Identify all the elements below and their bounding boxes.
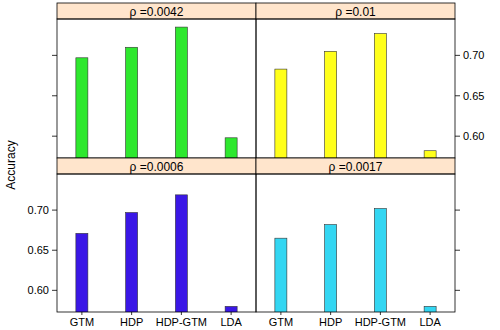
bar <box>76 233 88 312</box>
x-tick-label: HDP-GTM <box>355 316 406 328</box>
x-tick-label: GTM <box>70 316 94 328</box>
bar <box>126 213 138 312</box>
panel-frame <box>256 19 455 158</box>
y-tick-label: 0.60 <box>463 130 484 142</box>
y-tick <box>455 136 460 137</box>
y-tick-label: 0.60 <box>28 284 49 296</box>
bar <box>175 27 187 158</box>
bars <box>275 209 436 313</box>
bars <box>76 195 237 312</box>
x-tick <box>131 312 132 315</box>
x-tick-label: LDA <box>220 316 242 328</box>
panel-title: ρ =0.0042 <box>130 5 184 19</box>
bar <box>126 47 138 158</box>
y-tick <box>455 250 460 251</box>
strip <box>57 158 256 174</box>
x-tick <box>430 312 431 315</box>
bar <box>275 238 287 312</box>
x-tick <box>81 312 82 315</box>
panel-title: ρ =0.0006 <box>130 160 184 174</box>
bar <box>424 306 436 312</box>
bar <box>424 151 436 158</box>
bar <box>76 58 88 158</box>
y-tick <box>52 290 57 291</box>
y-tick <box>52 250 57 251</box>
y-tick <box>52 55 57 56</box>
bars <box>275 34 436 158</box>
y-axis-label: Accuracy <box>4 140 18 189</box>
y-tick <box>455 210 460 211</box>
strip <box>256 3 455 19</box>
bar <box>225 138 237 158</box>
x-tick-label: HDP <box>120 316 143 328</box>
y-tick <box>455 290 460 291</box>
panel-title: ρ =0.0017 <box>329 160 383 174</box>
panel-frame <box>256 174 455 312</box>
panel: ρ =0.0017 GTM HDP HDP-GTM LDA <box>256 158 460 328</box>
panel: ρ =0.0042 <box>52 3 256 160</box>
y-tick <box>455 95 460 96</box>
y-tick-label: 0.65 <box>28 244 49 256</box>
y-tick-label: 0.70 <box>463 49 484 61</box>
x-tick-label: GTM <box>269 316 293 328</box>
panel-title: ρ =0.01 <box>335 5 376 19</box>
bar <box>325 51 337 158</box>
bar <box>225 306 237 312</box>
x-tick-label: HDP <box>319 316 342 328</box>
y-tick <box>52 95 57 96</box>
x-tick-label: HDP-GTM <box>156 316 207 328</box>
x-tick <box>380 312 381 315</box>
x-tick <box>280 312 281 315</box>
bar <box>175 195 187 312</box>
x-tick <box>181 312 182 315</box>
y-tick-label: 0.65 <box>463 90 484 102</box>
bars <box>76 27 237 158</box>
bar <box>325 225 337 312</box>
strip <box>57 3 256 19</box>
bar <box>374 209 386 313</box>
y-tick <box>52 136 57 137</box>
y-tick <box>455 55 460 56</box>
x-tick <box>231 312 232 315</box>
x-tick <box>330 312 331 315</box>
y-tick <box>52 210 57 211</box>
chart: ρ =0.0042Accuracyρ =0.010.600.650.70ρ =0… <box>0 0 500 330</box>
bar <box>275 69 287 158</box>
panel-frame <box>57 174 256 312</box>
panel-frame <box>57 19 256 158</box>
panel: ρ =0.01 0.60 0.65 0.70 <box>256 3 484 160</box>
bar <box>374 34 386 158</box>
strip <box>256 158 455 174</box>
panel: ρ =0.0006 0.60 0.65 0.70 GTM HDP HDP-GTM LDA <box>28 158 256 328</box>
y-tick-label: 0.70 <box>28 204 49 216</box>
x-tick-label: LDA <box>419 316 441 328</box>
